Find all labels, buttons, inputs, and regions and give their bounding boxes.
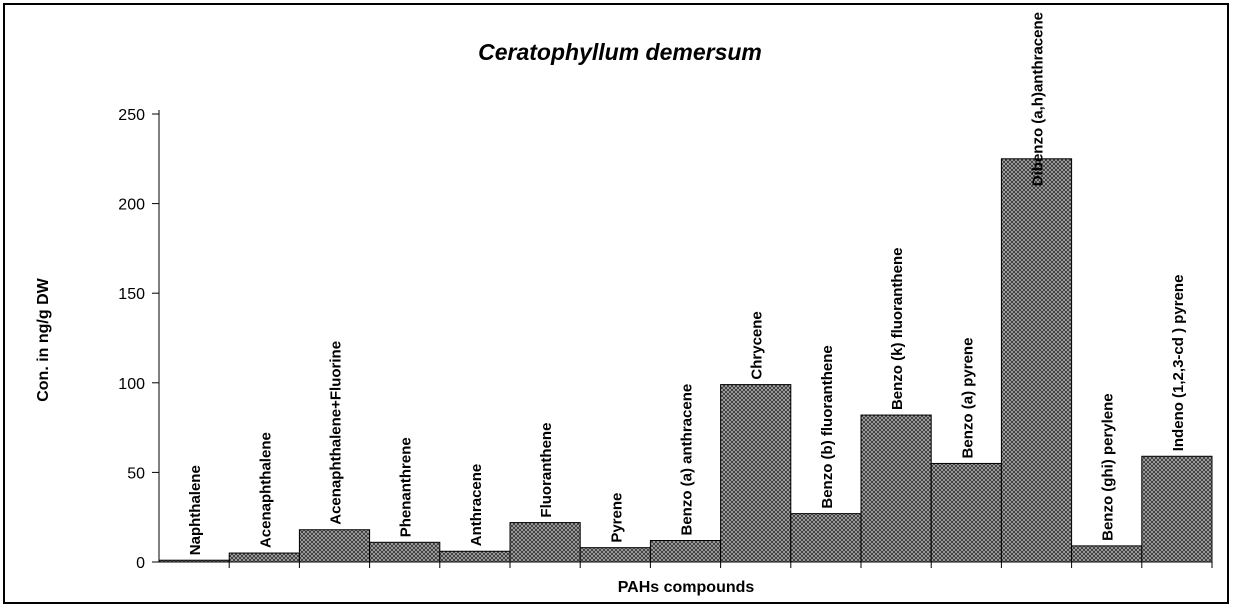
bar <box>720 384 792 563</box>
x-axis-label: PAHs compounds <box>618 579 755 596</box>
category-label: Chrycene <box>749 311 766 379</box>
bar <box>298 529 371 563</box>
bar <box>930 462 1002 563</box>
category-label: Dibenzo (a,h)anthracene <box>1030 12 1047 186</box>
y-tick-label: 0 <box>136 555 145 572</box>
chart-title: Ceratophyllum demersum <box>478 39 762 65</box>
y-tick-label: 100 <box>118 376 145 393</box>
y-tick-label: 150 <box>118 286 145 303</box>
category-label: Benzo (ghi) perylene <box>1100 393 1117 541</box>
bar <box>790 513 862 563</box>
category-label: Naphthalene <box>187 465 204 555</box>
category-label: Benzo (k) fluoranthene <box>889 248 906 411</box>
bar <box>228 552 300 563</box>
category-label: Acenaphthalene <box>257 432 274 548</box>
bar <box>439 550 511 563</box>
bar <box>369 541 441 563</box>
category-label: Benzo (a) anthracene <box>679 384 696 536</box>
bar <box>1141 455 1213 563</box>
category-label: Phenanthrene <box>398 437 415 537</box>
bar <box>579 547 651 563</box>
bar <box>509 522 581 563</box>
bar <box>1000 158 1073 563</box>
bar <box>1071 545 1143 563</box>
frame <box>3 3 1229 604</box>
y-tick-label: 200 <box>118 197 145 214</box>
category-label: Benzo (a) pyrene <box>959 338 976 459</box>
y-tick-label: 250 <box>118 107 145 124</box>
y-tick-label: 50 <box>127 465 145 482</box>
category-label: Pyrene <box>608 493 625 543</box>
y-axis-label: Con. in ng/g DW <box>35 277 52 401</box>
bar <box>860 414 932 563</box>
category-label: Fluoranthene <box>538 423 555 518</box>
category-label: Benzo (b) fluoranthene <box>819 345 836 508</box>
category-label: Anthracene <box>468 464 485 547</box>
bar <box>649 539 722 563</box>
category-label: Acenaphthalene+Fluorine <box>328 341 345 525</box>
category-label: Indeno (1,2,3-cd ) pyrene <box>1170 275 1187 452</box>
